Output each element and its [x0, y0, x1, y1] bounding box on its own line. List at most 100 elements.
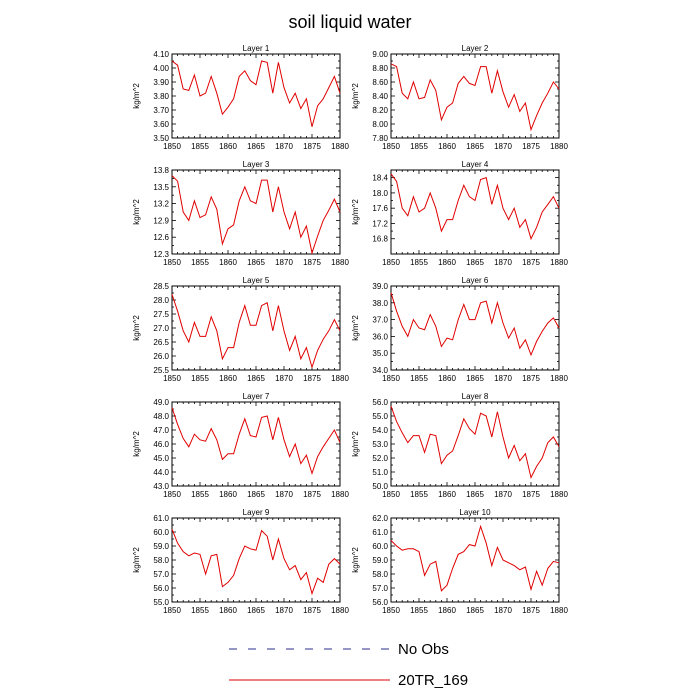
- y-tick-label: 46.0: [153, 440, 169, 449]
- x-tick-label: 1850: [163, 142, 181, 151]
- y-tick-label: 35.0: [372, 349, 388, 358]
- y-tick-label: 36.0: [372, 332, 388, 341]
- legend-label-no-obs: No Obs: [398, 641, 449, 658]
- y-axis-label: kg/m^2: [132, 431, 141, 457]
- y-tick-label: 56.0: [372, 598, 388, 607]
- x-tick-label: 1850: [163, 490, 181, 499]
- x-tick-label: 1855: [410, 606, 428, 615]
- x-tick-label: 1870: [275, 374, 293, 383]
- x-tick-label: 1860: [438, 142, 456, 151]
- x-tick-label: 1860: [438, 606, 456, 615]
- panel-frame: [390, 517, 560, 603]
- y-tick-label: 26.0: [153, 352, 169, 361]
- series-line-20tr-169: [171, 294, 341, 369]
- y-tick-label: 49.0: [153, 398, 169, 407]
- panel-layer-9: Layer 9 1850 1855 1860 1865 1870 1875 1880 55.0 5…: [132, 508, 349, 615]
- x-tick-label: 1860: [438, 374, 456, 383]
- y-tick-label: 8.40: [372, 92, 388, 101]
- y-tick-label: 62.0: [372, 514, 388, 523]
- y-tick-label: 8.20: [372, 106, 388, 115]
- panel-layer-7: Layer 7 1850 1855 1860 1865 1870 1875 1880 43.0 4…: [132, 392, 349, 499]
- y-tick-label: 53.0: [372, 440, 388, 449]
- x-tick-label: 1870: [275, 606, 293, 615]
- y-tick-label: 4.00: [153, 64, 169, 73]
- panel-frame: [171, 169, 341, 255]
- x-tick-label: 1880: [550, 258, 568, 267]
- y-tick-label: 56.0: [153, 584, 169, 593]
- y-tick-label: 59.0: [153, 542, 169, 551]
- y-tick-label: 3.80: [153, 92, 169, 101]
- x-tick-label: 1865: [466, 490, 484, 499]
- y-tick-label: 13.8: [153, 166, 169, 175]
- y-tick-label: 45.0: [153, 454, 169, 463]
- x-tick-label: 1875: [303, 490, 321, 499]
- y-tick-label: 13.2: [153, 200, 169, 209]
- x-tick-label: 1870: [494, 490, 512, 499]
- x-tick-label: 1860: [438, 258, 456, 267]
- x-tick-label: 1875: [303, 606, 321, 615]
- x-tick-label: 1860: [219, 374, 237, 383]
- panel-frame: [171, 53, 341, 139]
- y-tick-label: 47.0: [153, 426, 169, 435]
- x-tick-label: 1875: [522, 258, 540, 267]
- series-line-20tr-169: [171, 529, 341, 596]
- y-tick-label: 17.2: [372, 219, 388, 228]
- panel-layer-2: Layer 2 1850 1855 1860 1865 1870 1875 1880 7.80 8…: [351, 44, 568, 151]
- x-tick-label: 1855: [191, 374, 209, 383]
- y-tick-label: 60.0: [372, 542, 388, 551]
- x-tick-label: 1875: [522, 490, 540, 499]
- x-tick-label: 1850: [382, 142, 400, 151]
- y-tick-label: 57.0: [372, 584, 388, 593]
- y-axis-label: kg/m^2: [132, 547, 141, 573]
- panel-title: Layer 9: [243, 508, 270, 517]
- y-tick-label: 58.0: [372, 570, 388, 579]
- y-tick-label: 61.0: [153, 514, 169, 523]
- x-tick-label: 1875: [522, 142, 540, 151]
- x-tick-label: 1880: [550, 374, 568, 383]
- series-line-20tr-169: [390, 406, 560, 480]
- series-line-20tr-169: [390, 524, 560, 592]
- panel-layer-1: Layer 1 1850 1855 1860 1865 1870 1875 1880 3.50 3…: [132, 44, 349, 151]
- x-tick-label: 1855: [191, 606, 209, 615]
- y-tick-label: 55.0: [153, 598, 169, 607]
- panel-frame: [390, 401, 560, 487]
- panel-layer-6: Layer 6 1850 1855 1860 1865 1870 1875 1880 34.0 3…: [351, 276, 568, 383]
- legend: No Obs 20TR_169: [229, 641, 468, 689]
- x-tick-label: 1855: [191, 258, 209, 267]
- x-tick-label: 1870: [275, 142, 293, 151]
- x-tick-label: 1875: [303, 142, 321, 151]
- series-line-20tr-169: [171, 407, 341, 476]
- x-tick-label: 1870: [275, 258, 293, 267]
- x-tick-label: 1880: [550, 490, 568, 499]
- x-tick-label: 1850: [382, 606, 400, 615]
- y-tick-label: 16.8: [372, 235, 388, 244]
- y-axis-label: kg/m^2: [132, 315, 141, 341]
- x-tick-label: 1880: [550, 142, 568, 151]
- y-tick-label: 9.00: [372, 50, 388, 59]
- x-tick-label: 1855: [191, 142, 209, 151]
- y-tick-label: 52.0: [372, 454, 388, 463]
- x-tick-label: 1880: [331, 490, 349, 499]
- panel-title: Layer 3: [243, 160, 270, 169]
- x-tick-label: 1870: [494, 258, 512, 267]
- panel-frame: [171, 401, 341, 487]
- y-tick-label: 27.5: [153, 310, 169, 319]
- y-tick-label: 38.0: [372, 299, 388, 308]
- x-tick-label: 1850: [163, 606, 181, 615]
- x-tick-label: 1870: [275, 490, 293, 499]
- x-tick-label: 1860: [219, 142, 237, 151]
- y-tick-label: 50.0: [372, 482, 388, 491]
- y-tick-label: 12.3: [153, 250, 169, 259]
- x-tick-label: 1880: [331, 606, 349, 615]
- legend-label-20tr-169: 20TR_169: [398, 672, 468, 689]
- y-tick-label: 51.0: [372, 468, 388, 477]
- x-tick-label: 1865: [247, 374, 265, 383]
- y-tick-label: 57.0: [153, 570, 169, 579]
- panel-layer-4: Layer 4 1850 1855 1860 1865 1870 1875 1880 16.8 1…: [351, 160, 568, 267]
- x-tick-label: 1855: [410, 258, 428, 267]
- panel-title: Layer 5: [243, 276, 270, 285]
- y-tick-label: 4.10: [153, 50, 169, 59]
- panel-title: Layer 1: [243, 44, 270, 53]
- x-tick-label: 1850: [382, 258, 400, 267]
- series-line-20tr-169: [171, 60, 341, 127]
